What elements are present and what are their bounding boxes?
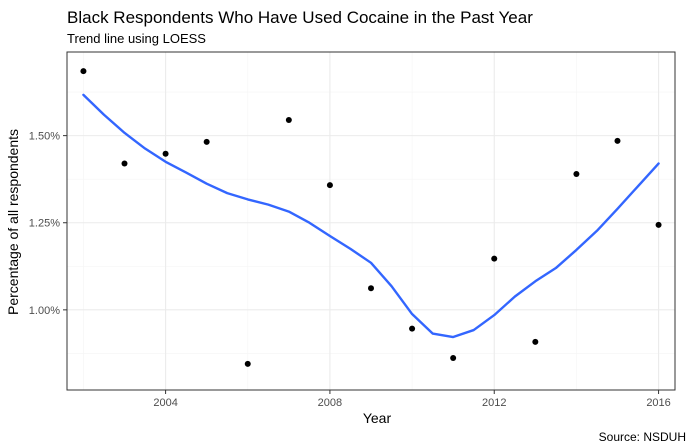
data-point bbox=[450, 354, 457, 361]
y-tick-label: 1.25% bbox=[29, 218, 60, 230]
x-tick-label: 2012 bbox=[482, 397, 506, 409]
caption: Source: NSDUH bbox=[599, 430, 686, 444]
data-point bbox=[409, 325, 416, 332]
x-tick-label: 2016 bbox=[646, 397, 670, 409]
data-point bbox=[244, 360, 251, 367]
data-point bbox=[203, 138, 210, 145]
data-points bbox=[80, 68, 662, 367]
y-axis: 1.00% 1.25% 1.50% bbox=[29, 131, 67, 317]
chart-title: Black Respondents Who Have Used Cocaine … bbox=[67, 8, 533, 27]
data-point bbox=[491, 255, 498, 262]
data-point bbox=[80, 68, 87, 75]
grid-major bbox=[67, 52, 675, 390]
data-point bbox=[162, 150, 169, 157]
data-point bbox=[614, 137, 621, 144]
plot-panel bbox=[66, 51, 676, 391]
data-point bbox=[285, 116, 292, 123]
x-tick-label: 2004 bbox=[153, 397, 177, 409]
data-point bbox=[326, 182, 333, 189]
data-point bbox=[532, 338, 539, 345]
x-axis-title: Year bbox=[363, 410, 392, 426]
trend-line bbox=[82, 93, 660, 339]
chart-subtitle: Trend line using LOESS bbox=[67, 31, 206, 46]
y-tick-label: 1.00% bbox=[29, 305, 60, 317]
x-axis: 2004 2008 2012 2016 bbox=[153, 390, 671, 409]
y-axis-title: Percentage of all respondents bbox=[5, 129, 21, 315]
data-point bbox=[573, 170, 580, 177]
grid-minor bbox=[67, 52, 675, 390]
data-point bbox=[655, 221, 662, 228]
data-point bbox=[121, 160, 128, 167]
panel-border bbox=[66, 51, 676, 391]
y-tick-label: 1.50% bbox=[29, 131, 60, 143]
x-tick-label: 2008 bbox=[318, 397, 342, 409]
data-point bbox=[368, 285, 374, 292]
